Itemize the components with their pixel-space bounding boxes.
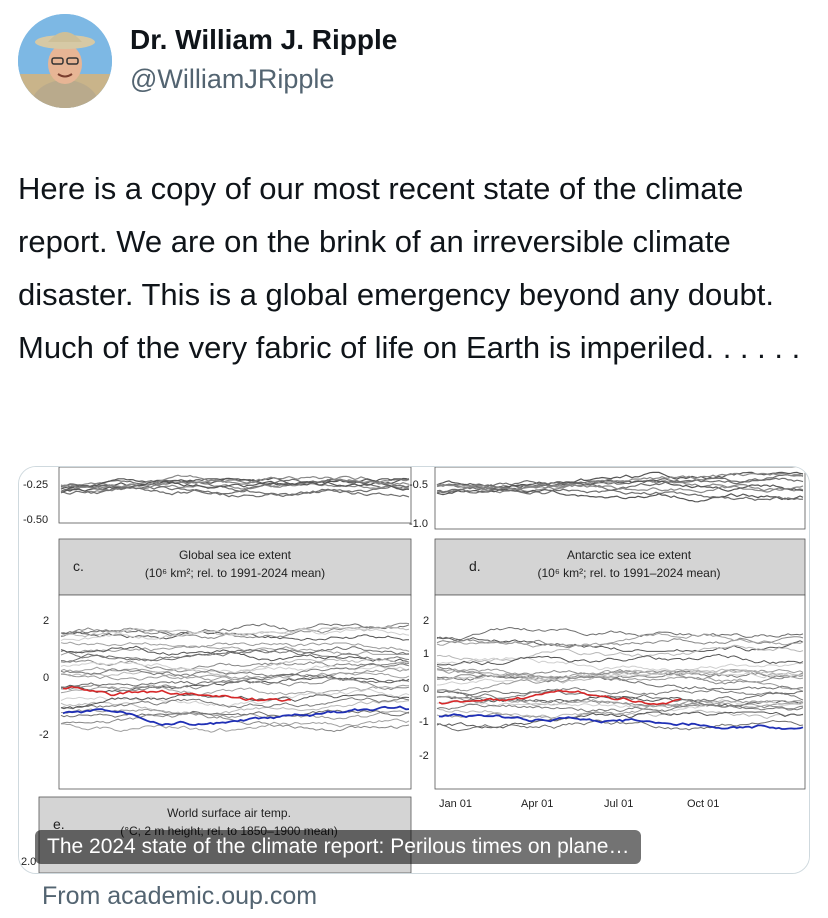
panel-d-history-series xyxy=(436,626,804,732)
panel-d-history-line xyxy=(436,700,804,721)
panel-c-ytick-2: 0 xyxy=(43,672,49,684)
panel-d-history-line xyxy=(436,676,804,693)
panel-d-history-line xyxy=(436,636,804,652)
panel-c-red-line xyxy=(62,685,292,702)
top-left-series xyxy=(60,474,410,498)
panel-c-history-line xyxy=(60,718,410,733)
panel-e-title: World surface air temp. xyxy=(167,806,291,820)
panel-d-letter: d. xyxy=(469,558,481,574)
panel-c-header xyxy=(58,538,412,596)
panel-d-ytick-3: 0 xyxy=(423,683,429,695)
panel-d-history-line xyxy=(436,632,804,648)
panel-c-history-line xyxy=(60,684,410,697)
panel-c-subtitle: (10⁶ km²; rel. to 1991-2024 mean) xyxy=(145,566,325,580)
panel-c-history-line xyxy=(60,678,410,692)
panel-c-history-line xyxy=(60,645,410,663)
link-source[interactable]: From academic.oup.com xyxy=(42,882,318,910)
panel-c-history-line xyxy=(60,642,410,656)
panel-d-history-line xyxy=(436,688,804,702)
top-right-tick-1: -0.5 xyxy=(409,479,428,491)
author-handle[interactable]: @WilliamJRipple xyxy=(130,64,335,94)
panel-c-history-line xyxy=(60,646,410,663)
panel-e-letter: e. xyxy=(53,816,65,832)
panel-d-xtick-1: Jan 01 xyxy=(439,798,472,810)
panel-d-xtick-4: Oct 01 xyxy=(687,798,719,810)
top-right-tick-2: -1.0 xyxy=(409,518,428,530)
panel-c-history-line xyxy=(60,663,410,677)
panel-d-title: Antarctic sea ice extent xyxy=(567,548,692,562)
panel-d-history-line xyxy=(436,719,804,732)
panel-d-current-year-series xyxy=(438,689,682,706)
link-card[interactable]: -0.25 -0.50 c. Global sea ice extent (10… xyxy=(18,466,810,874)
panel-d-history-line xyxy=(436,671,804,686)
panel-d-history-line xyxy=(436,668,804,679)
top-left-line xyxy=(61,479,410,497)
top-right-line xyxy=(436,472,804,494)
panel-d-xtick-3: Jul 01 xyxy=(604,798,633,810)
top-left-line xyxy=(60,474,410,489)
top-right-series xyxy=(436,471,804,503)
panel-d-history-line xyxy=(436,699,804,713)
top-left-tick-1: -0.25 xyxy=(23,479,48,491)
panel-d-previous-year-series xyxy=(438,713,804,730)
panel-c-history-line xyxy=(60,667,410,682)
panel-c-history-line xyxy=(60,709,410,718)
author-name[interactable]: Dr. William J. Ripple xyxy=(130,24,398,55)
panel-d-xtick-2: Apr 01 xyxy=(521,798,553,810)
panel-d-history-line xyxy=(436,668,804,684)
panel-c-ytick-3: -2 xyxy=(39,729,49,741)
panel-c-letter: c. xyxy=(73,558,84,574)
panel-d-ytick-5: -2 xyxy=(419,750,429,762)
panel-d-ytick-1: 2 xyxy=(423,615,429,627)
top-right-line xyxy=(436,474,804,492)
top-left-line xyxy=(60,481,409,494)
tweet-text: Here is a copy of our most recent state … xyxy=(18,171,801,365)
panel-d-history-line xyxy=(436,653,804,666)
panel-c-blue-line xyxy=(62,705,410,726)
panel-c-title: Global sea ice extent xyxy=(179,548,292,562)
panel-d-blue-line xyxy=(438,713,804,730)
author-avatar[interactable] xyxy=(18,14,112,108)
climate-figure-image: -0.25 -0.50 c. Global sea ice extent (10… xyxy=(19,467,809,873)
panel-c-history-line xyxy=(60,628,410,642)
top-left-tick-2: -0.50 xyxy=(23,514,48,526)
link-card-caption[interactable]: The 2024 state of the climate report: Pe… xyxy=(35,830,642,864)
panel-d-history-line xyxy=(436,626,804,641)
panel-c-history-line xyxy=(60,700,410,715)
panel-c-current-year-series xyxy=(62,685,292,702)
panel-d-history-line xyxy=(436,687,804,701)
panel-b-partial xyxy=(58,467,412,524)
panel-c-history-line xyxy=(60,697,410,710)
panel-d-history-line xyxy=(436,656,804,673)
panel-e-ytick-1: 2.0 xyxy=(21,856,36,868)
panel-d-red-line xyxy=(438,689,682,706)
top-right-line xyxy=(436,488,804,503)
panel-c-history-series xyxy=(60,622,410,733)
top-right-line xyxy=(436,483,804,494)
panel-d-ytick-4: -1 xyxy=(419,716,429,728)
panel-d-subtitle: (10⁶ km²; rel. to 1991–2024 mean) xyxy=(537,566,720,580)
top-left-line xyxy=(60,486,410,498)
panel-c-history-line xyxy=(60,708,410,720)
panel-c-history-line xyxy=(60,630,409,641)
panel-d-ytick-2: 1 xyxy=(423,648,429,660)
panel-d-history-line xyxy=(436,644,804,663)
panel-d-history-line xyxy=(436,702,804,713)
panel-c-ytick-1: 2 xyxy=(43,615,49,627)
avatar-photo xyxy=(18,14,112,108)
top-right-line xyxy=(436,488,804,501)
panel-d-history-line xyxy=(436,707,804,720)
panel-c-previous-year-series xyxy=(62,705,410,726)
